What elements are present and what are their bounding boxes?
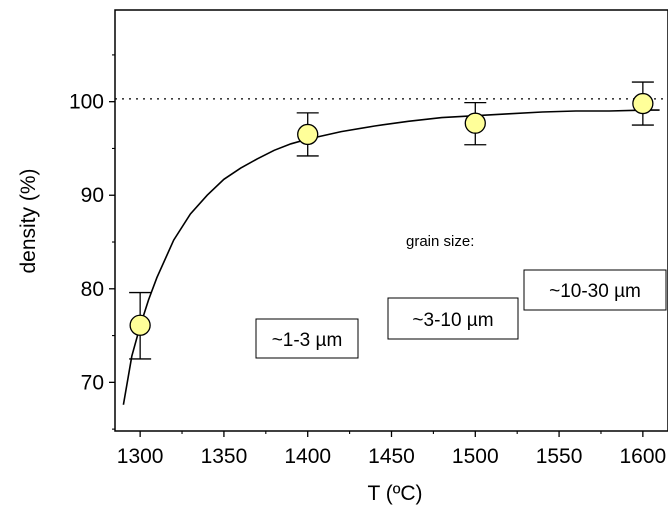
y-axis-title: density (%) bbox=[17, 168, 40, 273]
annotation-box-2-text: ~3-10 µm bbox=[412, 310, 493, 331]
annotation-box-2: ~3-10 µm bbox=[387, 297, 519, 340]
y-tick-label-90: 90 bbox=[81, 184, 104, 207]
y-tick-label-100: 100 bbox=[69, 91, 104, 114]
grain-size-annotation: grain size: ~1-3 µm ~3-10 µm ~10-30 µm bbox=[255, 233, 667, 359]
annotation-box-1: ~1-3 µm bbox=[255, 318, 359, 359]
x-tick-label-1550: 1550 bbox=[536, 445, 583, 468]
plot-frame bbox=[114, 9, 668, 432]
x-tick-label-1450: 1450 bbox=[368, 445, 415, 468]
data-point-3 bbox=[464, 112, 486, 134]
grain-size-label: grain size: bbox=[406, 233, 474, 250]
data-point-2 bbox=[297, 123, 319, 146]
x-tick-label-1300: 1300 bbox=[117, 445, 164, 468]
x-tick-label-1500: 1500 bbox=[452, 445, 499, 468]
annotation-box-3: ~10-30 µm bbox=[523, 269, 667, 311]
annotation-box-2-frame bbox=[387, 297, 519, 340]
x-tick-label-1350: 1350 bbox=[201, 445, 248, 468]
x-axis-title: T (ºC) bbox=[367, 482, 422, 505]
x-tick-label-1600: 1600 bbox=[620, 445, 667, 468]
annotation-box-1-text: ~1-3 µm bbox=[272, 330, 343, 351]
fit-curve bbox=[122, 109, 660, 405]
y-tick-label-80: 80 bbox=[81, 278, 104, 301]
annotation-box-1-frame bbox=[255, 318, 359, 359]
annotation-box-3-frame bbox=[523, 269, 667, 311]
y-tick-label-70: 70 bbox=[81, 371, 104, 394]
data-point-4 bbox=[632, 92, 654, 115]
data-point-1 bbox=[129, 314, 151, 336]
x-tick-label-1400: 1400 bbox=[284, 445, 331, 468]
annotation-box-3-text: ~10-30 µm bbox=[549, 281, 641, 302]
